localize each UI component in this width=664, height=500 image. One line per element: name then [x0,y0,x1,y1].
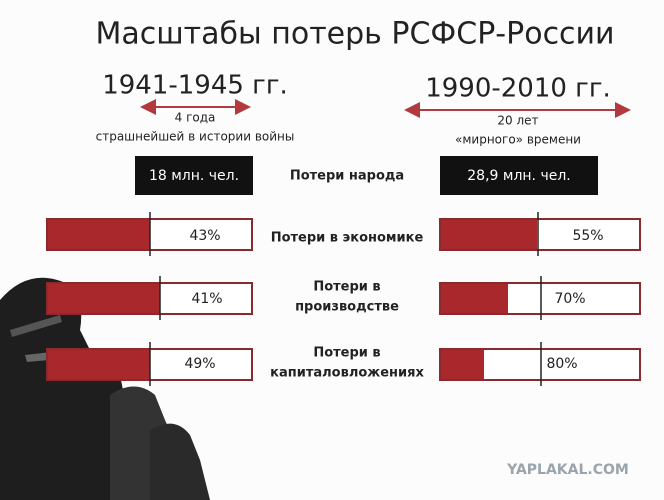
period-note: страшнейшей в истории войны [96,130,295,144]
row-label: капиталовложениях [270,366,424,381]
period-note: «мирного» времени [455,133,581,147]
title: Масштабы потерь РСФСР-России [95,17,614,52]
period-years: 1941-1945 гг. [102,71,288,101]
bar-fill [441,350,484,379]
soldiers-image [0,277,210,500]
bar-fill [441,220,537,249]
percent: 43% [189,228,220,244]
row-label: Потери народа [290,169,404,184]
population-loss: 28,9 млн. чел. [467,168,570,184]
period-note: 20 лет [497,114,538,128]
watermark: YAPLAKAL.COM [506,462,629,478]
bar-fill [48,350,150,379]
period-note: 4 года [175,111,216,125]
period-years: 1990-2010 гг. [425,74,611,104]
row-label: Потери в экономике [271,231,424,246]
percent: 49% [184,356,215,372]
percent: 41% [191,291,222,307]
percent: 80% [546,356,577,372]
population-box [440,156,598,195]
population-box [135,156,253,195]
population-loss: 18 млн. чел. [149,168,239,184]
bar-fill [48,220,150,249]
bar-fill [48,284,160,313]
percent: 70% [554,291,585,307]
percent: 55% [572,228,603,244]
bar-fill [441,284,508,313]
row-label: Потери в [313,280,380,295]
row-label: производстве [295,300,399,315]
row-label: Потери в [313,346,380,361]
